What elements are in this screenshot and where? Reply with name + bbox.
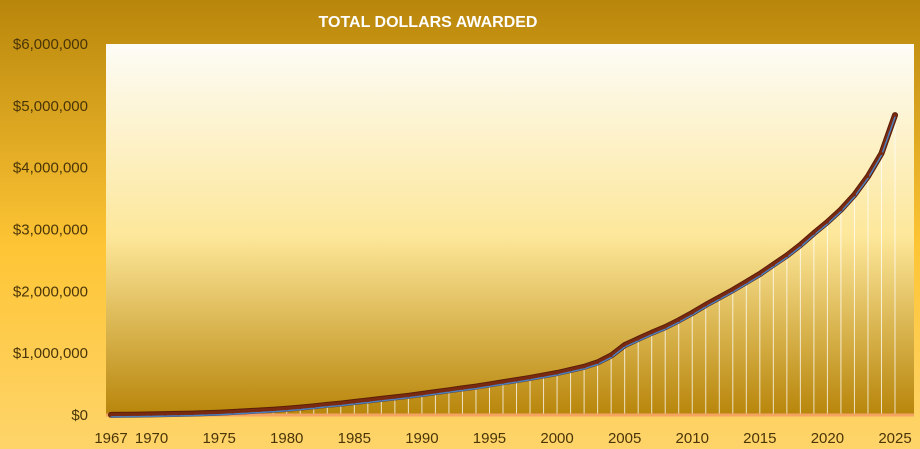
data-point <box>312 404 316 408</box>
x-tick-label: 1970 <box>135 430 168 447</box>
data-point <box>798 243 802 247</box>
data-point <box>258 409 262 413</box>
data-point <box>758 272 762 276</box>
data-point <box>352 400 356 404</box>
x-tick-label: 2000 <box>540 430 573 447</box>
data-point <box>879 151 883 155</box>
data-point <box>744 280 748 284</box>
data-point <box>717 296 721 300</box>
data-point <box>420 392 424 396</box>
chart-title: TOTAL DOLLARS AWARDED <box>319 14 538 31</box>
data-point <box>204 411 208 415</box>
y-tick-label: $5,000,000 <box>13 98 88 115</box>
data-point <box>636 337 640 341</box>
y-tick-label: $3,000,000 <box>13 222 88 239</box>
data-point <box>217 411 221 415</box>
data-point <box>852 193 856 197</box>
data-point <box>677 318 681 322</box>
x-tick-label: 2020 <box>811 430 844 447</box>
data-point <box>609 354 613 358</box>
data-point <box>150 412 154 416</box>
data-point <box>825 220 829 224</box>
data-point <box>244 409 248 413</box>
data-point <box>231 410 235 414</box>
drop-lines <box>110 115 896 415</box>
data-point <box>325 403 329 407</box>
data-point <box>447 388 451 392</box>
y-tick-label: $6,000,000 <box>13 36 88 53</box>
y-tick-label: $0 <box>71 407 88 424</box>
data-point <box>650 331 654 335</box>
x-tick-label: 1995 <box>473 430 506 447</box>
x-tick-label: 2010 <box>676 430 709 447</box>
data-point <box>596 360 600 364</box>
data-point <box>271 408 275 412</box>
y-tick-label: $2,000,000 <box>13 283 88 300</box>
data-point <box>190 412 194 416</box>
series-line-highlight <box>110 116 896 418</box>
data-point <box>839 208 843 212</box>
data-point <box>528 376 532 380</box>
data-point <box>487 382 491 386</box>
data-point <box>393 395 397 399</box>
data-point <box>731 288 735 292</box>
data-point <box>663 325 667 329</box>
data-point <box>690 311 694 315</box>
data-point <box>515 378 519 382</box>
data-point <box>785 253 789 257</box>
x-axis-tick-labels: 1967 1970 1975 1980 1985 1990 1995 2000 2005 2010… <box>94 430 911 447</box>
data-point <box>474 385 478 389</box>
data-point <box>339 402 343 406</box>
data-point <box>460 386 464 390</box>
data-point <box>123 413 127 417</box>
data-point <box>379 397 383 401</box>
data-point <box>285 407 289 411</box>
data-point <box>406 394 410 398</box>
y-tick-label: $4,000,000 <box>13 160 88 177</box>
data-point <box>704 303 708 307</box>
data-point <box>433 390 437 394</box>
x-tick-label: 1980 <box>270 430 303 447</box>
y-axis-tick-labels: $0 $1,000,000 $2,000,000 $3,000,000 $4,000,0… <box>13 36 88 424</box>
x-tick-label: 2005 <box>608 430 641 447</box>
data-point <box>582 365 586 369</box>
data-point <box>771 263 775 267</box>
data-point <box>623 343 627 347</box>
data-point <box>177 412 181 416</box>
y-tick-label: $1,000,000 <box>13 345 88 362</box>
x-tick-label: 1975 <box>202 430 235 447</box>
data-point <box>501 380 505 384</box>
data-point <box>542 373 546 377</box>
data-point <box>109 413 113 417</box>
x-tick-label: 1985 <box>338 430 371 447</box>
data-point <box>298 406 302 410</box>
x-tick-label: 1990 <box>405 430 438 447</box>
x-tick-label: 1967 <box>94 430 127 447</box>
data-point <box>569 368 573 372</box>
data-point <box>812 231 816 235</box>
data-point <box>555 371 559 375</box>
x-tick-label: 2015 <box>743 430 776 447</box>
data-point <box>136 413 140 417</box>
data-point <box>366 398 370 402</box>
data-point <box>866 174 870 178</box>
x-tick-label: 2025 <box>878 430 911 447</box>
data-point <box>893 113 897 117</box>
data-point <box>163 412 167 416</box>
plot-area <box>106 44 914 414</box>
